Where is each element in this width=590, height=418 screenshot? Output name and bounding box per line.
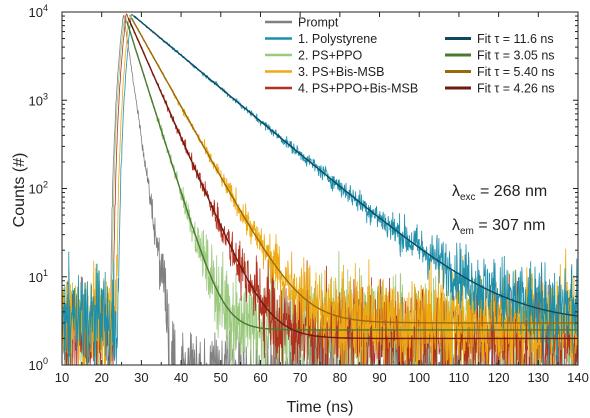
y-tick-label: 100: [29, 356, 48, 373]
y-tick-label: 103: [29, 91, 48, 108]
legend-label-fit: Fit τ = 11.6 ns: [477, 32, 554, 46]
x-tick-label: 50: [214, 370, 228, 385]
axes: 10 20 30 40 50 60 70 80 90 100 110 120 130 140 100 101 1…: [29, 3, 589, 385]
y-tick-label: 104: [29, 3, 48, 20]
legend-label-fit: Fit τ = 5.40 ns: [477, 65, 555, 79]
legend-label: 2. PS+PPO: [298, 49, 363, 63]
x-tick-label: 90: [372, 370, 386, 385]
x-tick-label: 110: [449, 370, 470, 385]
x-tick-label: 60: [253, 370, 267, 385]
legend-label: 1. Polystyrene: [298, 32, 377, 46]
annotation-wavelength: λexc = 268 nm: [452, 183, 547, 203]
x-axis-title: Time (ns): [287, 399, 354, 416]
x-tick-label: 80: [333, 370, 347, 385]
x-tick-label: 40: [174, 370, 188, 385]
y-tick-label: 102: [29, 180, 48, 197]
legend-label-fit: Fit τ = 3.05 ns: [477, 49, 555, 63]
y-tick-label: 101: [29, 268, 48, 285]
legend: Prompt 1. Polystyrene 2. PS+PPO 3. PS+Bis-M…: [265, 16, 555, 96]
fit-line-2-ps-ppo: [126, 20, 578, 331]
x-tick-label: 130: [527, 370, 549, 385]
plot-area: [62, 13, 578, 365]
annotation-wavelength: λem = 307 nm: [452, 217, 546, 237]
fit-line-1-polystyrene: [132, 15, 578, 317]
x-tick-label: 70: [293, 370, 307, 385]
legend-label-fit: Fit τ = 4.26 ns: [477, 82, 555, 96]
fit-line-3-ps-bis-msb: [130, 17, 578, 324]
legend-label: 3. PS+Bis-MSB: [298, 65, 385, 79]
x-tick-label: 120: [488, 370, 510, 385]
fit-line-4-ps-ppo-bis-msb: [127, 17, 577, 340]
legend-label: 4. PS+PPO+Bis-MSB: [298, 82, 418, 96]
legend-label: Prompt: [298, 16, 339, 30]
annotations: λexc = 268 nm λem = 307 nm: [452, 183, 547, 237]
x-tick-label: 100: [408, 370, 430, 385]
x-tick-label: 140: [567, 370, 589, 385]
x-tick-label: 10: [55, 370, 69, 385]
y-axis-title: Counts (#): [11, 153, 28, 228]
x-tick-label: 30: [134, 370, 148, 385]
x-tick-label: 20: [94, 370, 108, 385]
